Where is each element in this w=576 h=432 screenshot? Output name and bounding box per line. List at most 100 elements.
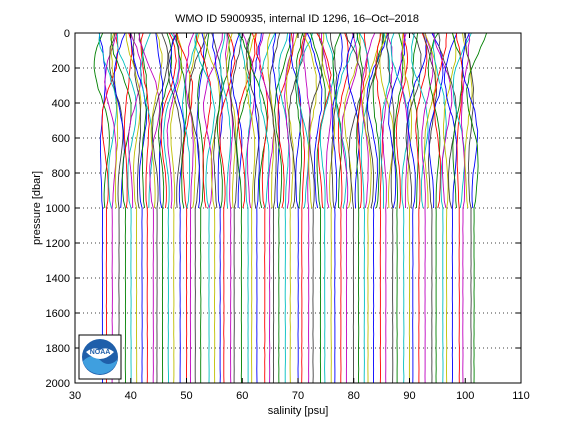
profile-line	[421, 32, 434, 384]
noaa-logo: NOAA	[78, 334, 122, 380]
profile-line	[166, 32, 181, 209]
profile-line	[127, 32, 142, 209]
y-tick-label: 200	[52, 63, 70, 75]
x-tick-label: 80	[348, 390, 360, 402]
profile-line	[195, 32, 212, 209]
profile-line	[219, 32, 236, 384]
y-tick-label: 400	[52, 98, 70, 110]
profile-line	[379, 32, 394, 209]
profile-line	[163, 32, 180, 384]
profile-line	[462, 32, 473, 209]
profile-line	[407, 32, 427, 384]
profile-line	[379, 32, 390, 209]
y-tick-label: 0	[64, 28, 70, 40]
profile-line	[245, 32, 260, 209]
profile-line	[104, 32, 118, 383]
profile-line	[158, 32, 173, 383]
y-tick-label: 1200	[46, 238, 70, 250]
profile-line	[329, 32, 338, 209]
profile-line	[432, 32, 447, 384]
profile-line	[239, 33, 251, 383]
profile-line	[321, 33, 336, 383]
profile-line	[466, 32, 488, 384]
profile-line	[335, 32, 359, 209]
profile-line	[452, 32, 472, 209]
profile-line	[253, 32, 262, 384]
profile-line	[259, 32, 276, 209]
profile-line	[455, 32, 464, 384]
x-tick-label: 40	[125, 390, 137, 402]
profile-line	[225, 32, 234, 384]
profile-line	[278, 32, 290, 383]
profile-line	[138, 32, 148, 209]
x-tick-label: 30	[69, 390, 81, 402]
profile-line	[433, 32, 453, 209]
profile-line	[167, 32, 182, 209]
x-tick-label: 60	[236, 390, 248, 402]
profile-line	[101, 32, 119, 384]
profile-line	[393, 32, 404, 383]
profile-line	[284, 32, 295, 209]
profile-line	[433, 32, 448, 209]
noaa-logo-text: NOAA	[90, 349, 111, 356]
profile-line	[395, 32, 409, 209]
profile-line	[170, 32, 183, 384]
x-axis-tick-labels: 30 40 50 60 70 80 90 100 110	[69, 390, 530, 402]
profile-line	[401, 32, 413, 384]
x-tick-label: 50	[180, 390, 192, 402]
profile-line	[332, 32, 342, 209]
profile-line	[442, 32, 457, 384]
profile-line	[464, 32, 475, 384]
profile-line	[217, 32, 231, 209]
profile-line	[310, 32, 326, 383]
profile-line	[245, 32, 257, 383]
y-tick-label: 1800	[46, 343, 70, 355]
profile-line	[320, 32, 333, 209]
profile-lines	[93, 32, 488, 384]
profile-line	[423, 32, 437, 384]
profile-line	[399, 32, 409, 209]
profile-line	[125, 32, 142, 383]
noaa-wave-shape	[83, 356, 117, 375]
y-axis-label: pressure [dbar]	[31, 171, 43, 245]
y-axis-tick-labels: 0 200 400 600 800 1000 1200 1400 1600 1800 2000	[46, 28, 70, 390]
profile-line	[123, 32, 133, 209]
profile-line	[169, 32, 186, 383]
profile-line	[187, 32, 208, 384]
profile-line	[230, 32, 244, 383]
profile-line	[274, 32, 291, 384]
profile-line	[160, 32, 177, 209]
profile-line	[269, 32, 281, 384]
profile-line	[443, 32, 458, 384]
x-axis-label: salinity [psu]	[268, 405, 329, 417]
profile-line	[203, 32, 221, 384]
profile-line	[356, 32, 363, 384]
profile-line	[150, 32, 163, 209]
profile-line	[427, 32, 441, 384]
profile-line	[360, 32, 376, 209]
profile-line	[361, 32, 382, 383]
profile-line	[226, 32, 237, 209]
profile-line	[132, 32, 142, 209]
profile-line	[237, 32, 256, 209]
chart-title: WMO ID 5900935, internal ID 1296, 16–Oct…	[175, 13, 419, 25]
profile-line	[277, 32, 294, 209]
profile-line	[98, 32, 106, 384]
profile-line	[341, 32, 359, 383]
profile-line	[219, 32, 232, 209]
y-tick-label: 1400	[46, 273, 70, 285]
x-tick-label: 70	[292, 390, 304, 402]
y-tick-label: 1600	[46, 308, 70, 320]
profile-line	[116, 32, 137, 383]
profile-line	[203, 32, 223, 209]
profile-line	[303, 32, 317, 209]
plot-area	[74, 32, 522, 384]
profile-line	[181, 32, 198, 209]
profile-line	[272, 32, 280, 209]
profile-line	[375, 32, 383, 384]
profile-line	[386, 32, 395, 384]
profile-line	[372, 32, 385, 209]
x-tick-label: 110	[512, 390, 530, 402]
y-tick-label: 2000	[46, 378, 70, 390]
profile-line	[285, 32, 298, 384]
